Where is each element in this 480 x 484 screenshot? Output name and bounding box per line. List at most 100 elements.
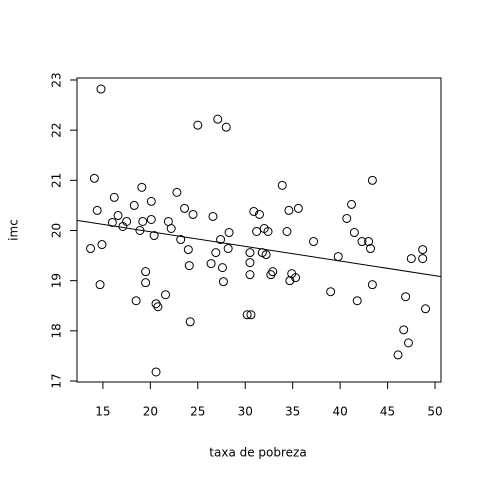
regression-line	[76, 219, 442, 278]
y-tick-label: 19	[50, 273, 64, 288]
point	[86, 244, 96, 254]
point	[149, 231, 159, 241]
point	[96, 84, 106, 94]
point	[309, 237, 319, 247]
point	[261, 250, 271, 260]
point	[166, 223, 176, 233]
point	[333, 252, 343, 262]
point	[357, 237, 367, 247]
point	[107, 217, 117, 227]
point	[185, 317, 195, 327]
point	[367, 280, 377, 290]
x-tick-label: 40	[332, 405, 347, 419]
point	[249, 206, 259, 216]
point	[293, 203, 303, 213]
point	[153, 302, 163, 312]
point	[365, 244, 375, 254]
point	[263, 227, 273, 237]
point	[352, 296, 362, 306]
point	[291, 273, 301, 283]
point	[141, 267, 151, 277]
x-tick-label: 20	[143, 405, 158, 419]
point	[208, 211, 218, 221]
y-tick-label: 20	[50, 223, 64, 238]
x-tick-label: 50	[427, 405, 442, 419]
point	[146, 214, 156, 224]
point	[418, 245, 428, 255]
x-axis-label: taxa de pobreza	[209, 446, 306, 460]
y-tick-label: 23	[50, 72, 64, 87]
point	[367, 175, 377, 185]
point	[421, 304, 431, 314]
point	[326, 287, 336, 297]
point	[221, 122, 231, 132]
point	[151, 367, 161, 377]
point	[349, 228, 359, 238]
point	[406, 254, 416, 264]
x-tick-label: 15	[95, 405, 110, 419]
point	[137, 182, 147, 192]
point	[97, 240, 107, 250]
point	[401, 292, 411, 302]
point	[213, 114, 223, 124]
point	[246, 310, 256, 320]
x-tick-label: 25	[190, 405, 205, 419]
point	[224, 228, 234, 238]
point	[342, 213, 352, 223]
point	[95, 280, 105, 290]
point	[217, 263, 227, 273]
point	[89, 173, 99, 183]
point	[184, 261, 194, 271]
x-tick-label: 30	[238, 405, 253, 419]
point	[211, 248, 221, 258]
point	[216, 235, 226, 245]
x-tick-label: 45	[380, 405, 395, 419]
point	[129, 200, 139, 210]
point	[193, 120, 203, 130]
point	[266, 270, 276, 280]
point	[242, 310, 252, 320]
point	[245, 270, 255, 280]
y-tick-label: 21	[50, 173, 64, 188]
point	[285, 276, 295, 286]
point	[109, 192, 119, 202]
point	[218, 277, 228, 287]
point	[277, 180, 287, 190]
point	[399, 325, 409, 335]
y-axis-label: imc	[7, 219, 21, 241]
point	[161, 290, 171, 300]
point	[403, 338, 413, 348]
point	[282, 227, 292, 237]
point	[223, 244, 233, 254]
point	[284, 205, 294, 215]
x-tick-label: 35	[285, 405, 300, 419]
point	[268, 267, 278, 277]
y-tick-label: 18	[50, 323, 64, 338]
plot-box	[76, 77, 442, 383]
point	[146, 196, 156, 206]
point	[138, 216, 148, 226]
point	[418, 254, 428, 264]
y-tick-label: 17	[50, 373, 64, 388]
point	[151, 299, 161, 309]
point	[141, 278, 151, 288]
point	[254, 209, 264, 219]
point	[180, 203, 190, 213]
point	[172, 187, 182, 197]
point	[364, 237, 374, 247]
point	[188, 209, 198, 219]
point	[131, 296, 141, 306]
point	[176, 235, 186, 245]
point	[113, 210, 123, 220]
y-tick-label: 22	[50, 123, 64, 138]
point	[206, 259, 216, 269]
point	[245, 248, 255, 258]
point	[92, 205, 102, 215]
point	[393, 350, 403, 360]
point	[252, 227, 262, 237]
point	[245, 258, 255, 268]
point	[183, 245, 193, 255]
point	[347, 199, 357, 209]
point	[122, 216, 132, 226]
